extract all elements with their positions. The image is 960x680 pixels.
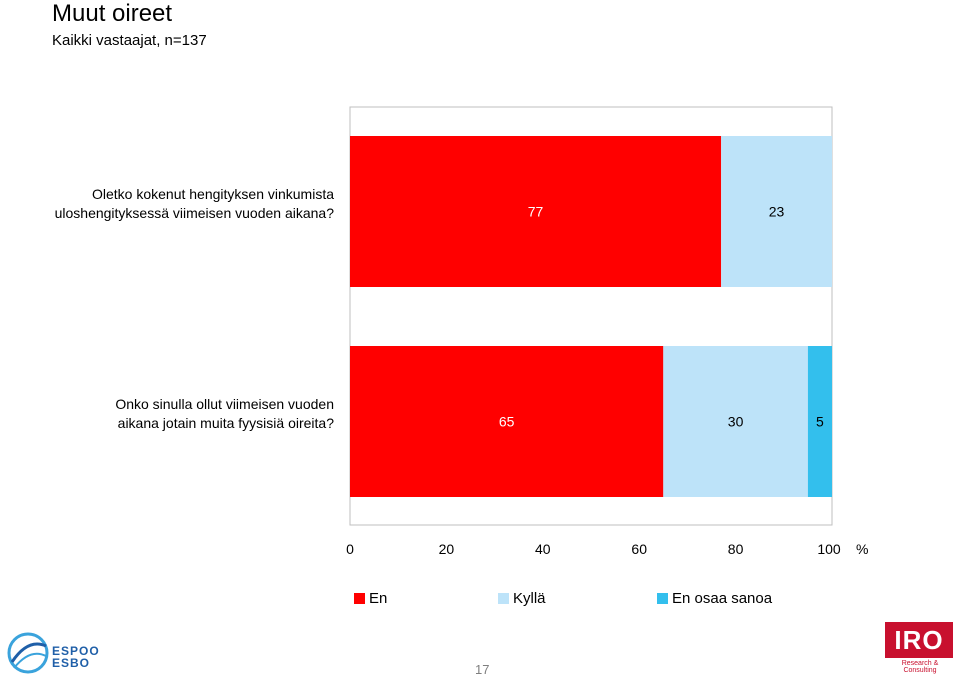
legend-label-kylla: Kyllä	[513, 590, 546, 607]
legend-item-kylla: Kyllä	[498, 590, 546, 607]
data-label: 30	[728, 414, 744, 430]
data-label: 23	[769, 204, 785, 220]
bar-segment	[807, 346, 832, 497]
legend-swatch-kylla	[498, 593, 509, 604]
bars-group: 77 23 65 30 5	[350, 136, 832, 497]
legend-item-en: En	[354, 590, 387, 607]
espoo-logo-icon	[7, 632, 49, 674]
legend-item-en-osaa-sanoa: En osaa sanoa	[657, 590, 772, 607]
legend-label-en: En	[369, 590, 388, 607]
iro-logo: IRO Research & Consulting	[885, 622, 955, 674]
category-label: aikana jotain muita fyysisiä oireita?	[118, 415, 335, 431]
category-label: Onko sinulla ollut viimeisen vuoden	[115, 396, 334, 412]
page-number: 17	[475, 662, 490, 677]
category-label: uloshengityksessä viimeisen vuoden aikan…	[55, 205, 335, 221]
bar-segment	[350, 136, 722, 287]
data-label: 5	[816, 414, 824, 430]
x-tick-label: 20	[439, 541, 455, 557]
bar-segment	[350, 346, 664, 497]
x-tick-label: 0	[346, 541, 354, 557]
category-labels: Oletko kokenut hengityksen vinkumista ulo…	[55, 186, 335, 431]
bar-segment	[721, 136, 832, 287]
page-title: Muut oireet	[52, 0, 173, 27]
x-tick-label: 80	[728, 541, 744, 557]
bar-segment	[663, 346, 808, 497]
legend: En Kyllä En osaa sanoa	[0, 590, 960, 610]
x-tick-label: 60	[631, 541, 647, 557]
iro-logo-text: IRO	[885, 622, 953, 658]
category-label: Oletko kokenut hengityksen vinkumista	[92, 186, 334, 202]
x-tick-label: 40	[535, 541, 551, 557]
x-axis-tick-labels: 0 20 40 60 80 100	[346, 541, 841, 557]
data-label: 65	[499, 414, 515, 430]
legend-swatch-en-osaa-sanoa	[657, 593, 668, 604]
legend-label-en-osaa-sanoa: En osaa sanoa	[672, 590, 773, 607]
stacked-bar-chart: 77 23 65 30 5 Oletko kokenut hengityksen vin…	[55, 106, 868, 557]
iro-logo-tagline: Research & Consulting	[901, 660, 939, 674]
espoo-logo-line2: ESBO	[52, 656, 91, 670]
data-label: 77	[528, 204, 544, 220]
x-axis-unit-label: %	[856, 541, 868, 557]
page-subtitle: Kaikki vastaajat, n=137	[52, 32, 207, 49]
x-tick-label: 100	[817, 541, 841, 557]
legend-swatch-en	[354, 593, 365, 604]
espoo-logo-text: ESPOO ESBO	[52, 645, 100, 669]
espoo-logo-line1: ESPOO	[52, 644, 100, 658]
